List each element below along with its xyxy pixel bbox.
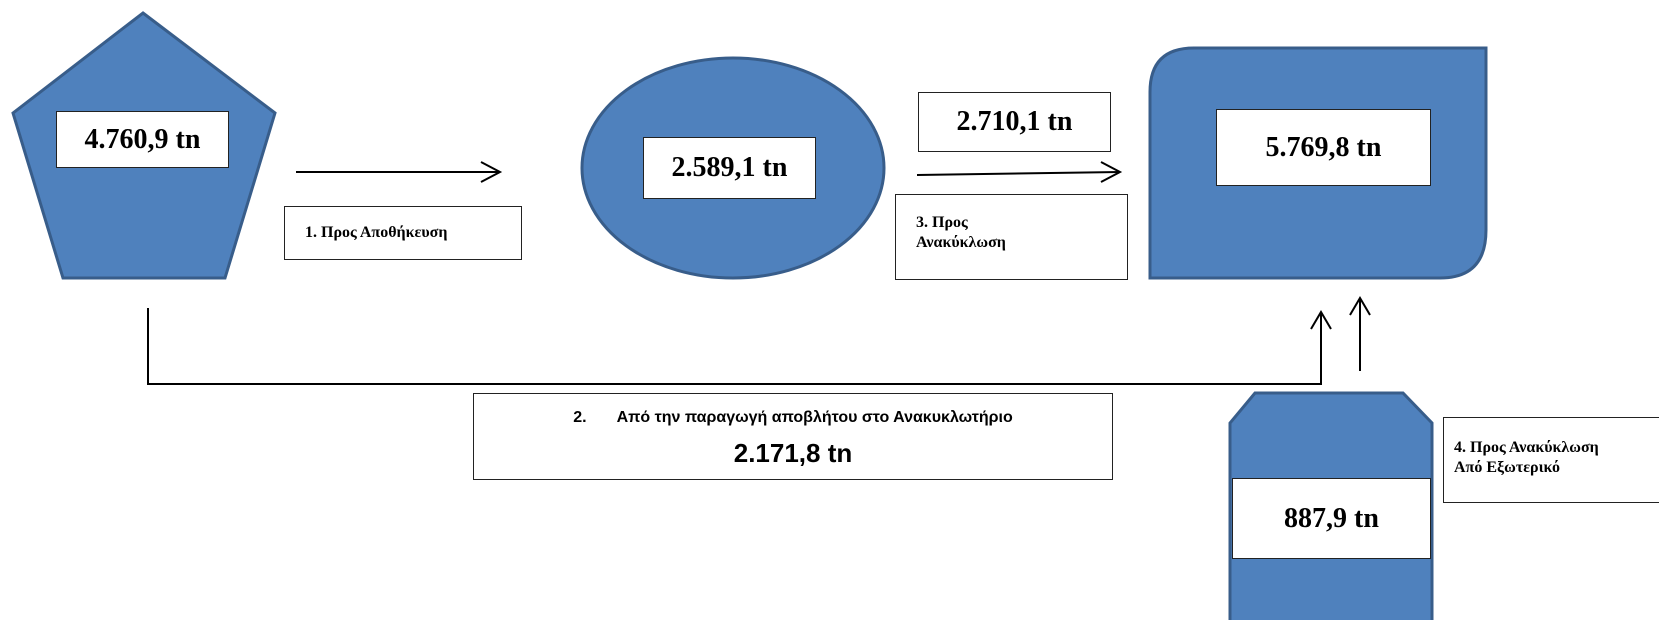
pentagon-value: 4.760,9 tn [56,111,229,168]
connector-flow-2 [147,308,1332,385]
flow3-label-line1: 3. Προς [916,214,968,231]
flow4-label: 4. Προς Ανακύκλωση Από Εξωτερικό [1443,417,1659,503]
flow2-label: 2. Από την παραγωγή αποβλήτου στο Ανακυκλ… [473,393,1113,480]
flow1-label-text: 1. Προς Αποθήκευση [305,224,448,241]
ellipse-value: 2.589,1 tn [643,137,816,199]
arrow-flow-3 [916,161,1123,183]
rounded-rect-value: 5.769,8 tn [1216,109,1431,186]
flow2-label-row: 2. Από την παραγωγή αποβλήτου στο Ανακυκλ… [474,409,1112,427]
flow3-label-line2: Ανακύκλωση [916,234,1006,251]
flow1-label: 1. Προς Αποθήκευση [284,206,522,260]
flow4-label-line2: Από Εξωτερικό [1454,459,1560,476]
flow2-value: 2.171,8 tn [733,438,853,468]
arrow-flow-1 [296,161,503,183]
flow2-number: 2. [573,409,587,426]
flow3-value: 2.710,1 tn [918,92,1111,152]
arrow-flow-4 [1349,296,1371,371]
flow4-label-line1: 4. Προς Ανακύκλωση [1454,439,1599,456]
flow2-label-text: Από την παραγωγή αποβλήτου στο Ανακυκλωτ… [616,409,1013,426]
octagon-value: 887,9 tn [1232,478,1431,559]
flow3-label: 3. Προς Ανακύκλωση [895,194,1128,280]
